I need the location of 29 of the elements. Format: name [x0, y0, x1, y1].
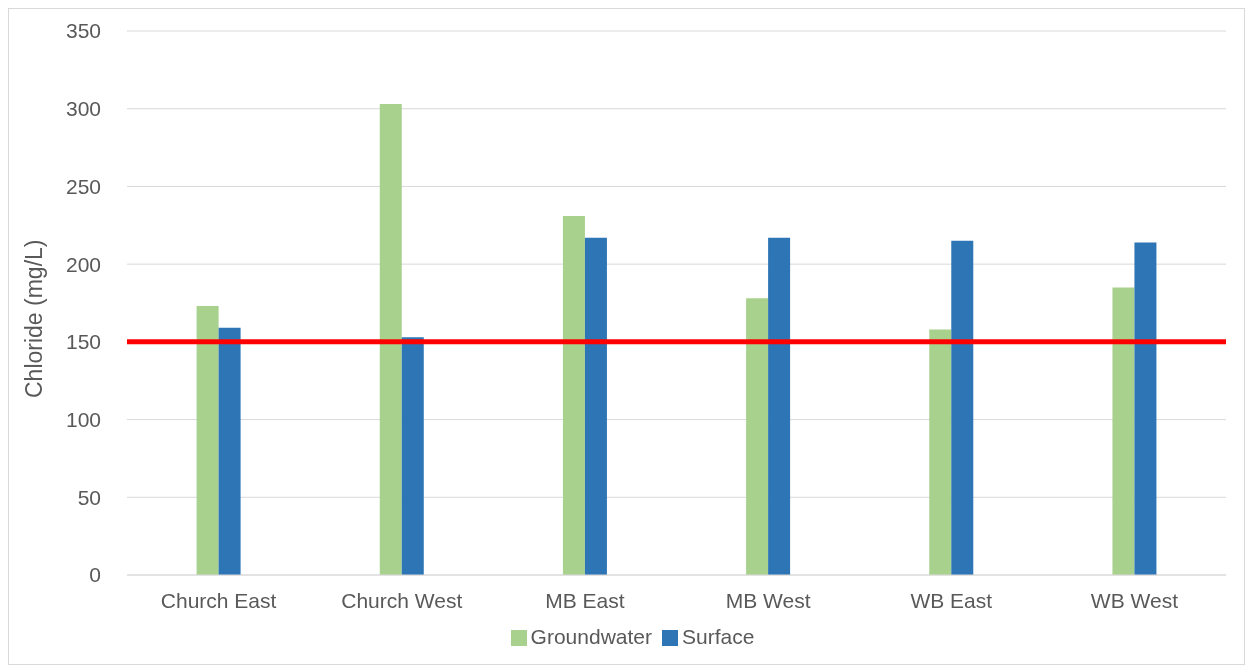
bar [218, 327, 241, 575]
y-tick-label: 200 [65, 252, 101, 276]
x-tick-label: MB West [725, 588, 811, 612]
bar [1112, 287, 1135, 575]
bar [401, 337, 424, 575]
bar [562, 215, 585, 575]
x-tick-label: WB West [1090, 588, 1179, 612]
y-tick-label: 250 [65, 174, 101, 198]
x-tick-label: MB East [545, 588, 625, 612]
y-tick-label: 350 [65, 19, 101, 43]
bar [196, 306, 219, 575]
y-tick-label: 0 [89, 563, 101, 587]
x-tick-label: WB East [910, 588, 993, 612]
legend-label: Surface [682, 625, 755, 648]
y-axis-title: Chloride (mg/L) [21, 239, 48, 398]
x-tick-label: Church East [160, 588, 277, 612]
y-tick-label: 50 [77, 485, 101, 509]
y-tick-label: 150 [65, 330, 101, 354]
bar [951, 240, 974, 575]
bar [584, 237, 607, 575]
bar [929, 329, 952, 575]
y-tick-label: 300 [65, 97, 101, 121]
legend-label: Groundwater [530, 625, 653, 648]
bar [746, 298, 769, 575]
x-tick-label: Church West [341, 588, 463, 612]
bar [379, 104, 402, 575]
y-tick-label: 100 [65, 408, 101, 432]
bar [768, 237, 791, 575]
bar [1134, 242, 1157, 575]
